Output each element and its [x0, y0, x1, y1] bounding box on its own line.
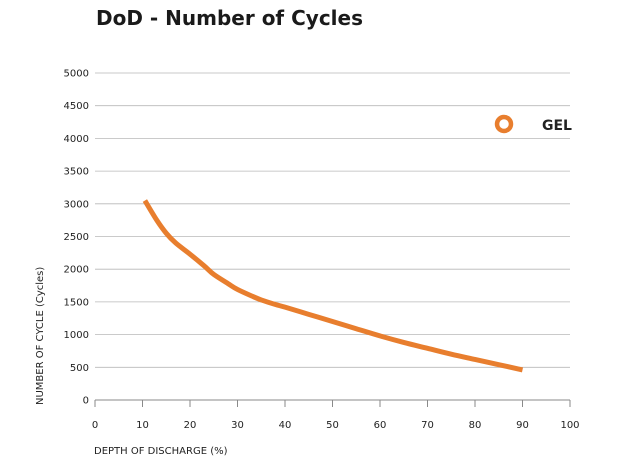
- chart-title: DoD - Number of Cycles: [96, 6, 363, 30]
- x-tick-label-30: 30: [231, 420, 244, 431]
- x-tick-label-100: 100: [560, 420, 579, 431]
- x-tick-label-60: 60: [374, 420, 387, 431]
- y-tick-label-4500: 4500: [64, 101, 89, 112]
- y-tick-label-5000: 5000: [64, 69, 89, 80]
- y-axis-title: NUMBER OF CYCLE (Cycles): [35, 267, 46, 405]
- x-tick-label-50: 50: [326, 420, 339, 431]
- x-tick-label-90: 90: [516, 420, 529, 431]
- y-tick-label-3500: 3500: [64, 167, 89, 178]
- y-tick-label-2000: 2000: [64, 265, 89, 276]
- axis-layer: 0500100015002000250030003500400045005000…: [64, 69, 580, 432]
- y-tick-label-500: 500: [70, 363, 89, 374]
- series-layer: [142, 199, 524, 373]
- x-axis-title: DEPTH OF DISCHARGE (%): [94, 446, 228, 457]
- y-tick-label-1500: 1500: [64, 297, 89, 308]
- legend: GEL: [494, 114, 572, 134]
- x-tick-label-20: 20: [184, 420, 197, 431]
- x-tick-label-10: 10: [136, 420, 149, 431]
- grid-layer: [95, 72, 570, 368]
- series-line-gel: [142, 199, 524, 373]
- x-tick-label-70: 70: [421, 420, 434, 431]
- x-tick-label-80: 80: [469, 420, 482, 431]
- y-tick-label-4000: 4000: [64, 134, 89, 145]
- y-tick-label-3000: 3000: [64, 199, 89, 210]
- y-tick-label-0: 0: [83, 396, 89, 407]
- y-tick-label-1000: 1000: [64, 330, 89, 341]
- legend-label-gel: GEL: [542, 118, 572, 134]
- x-tick-label-40: 40: [279, 420, 292, 431]
- y-tick-label-2500: 2500: [64, 232, 89, 243]
- x-tick-label-0: 0: [92, 420, 98, 431]
- legend-marker-gel: [494, 114, 514, 134]
